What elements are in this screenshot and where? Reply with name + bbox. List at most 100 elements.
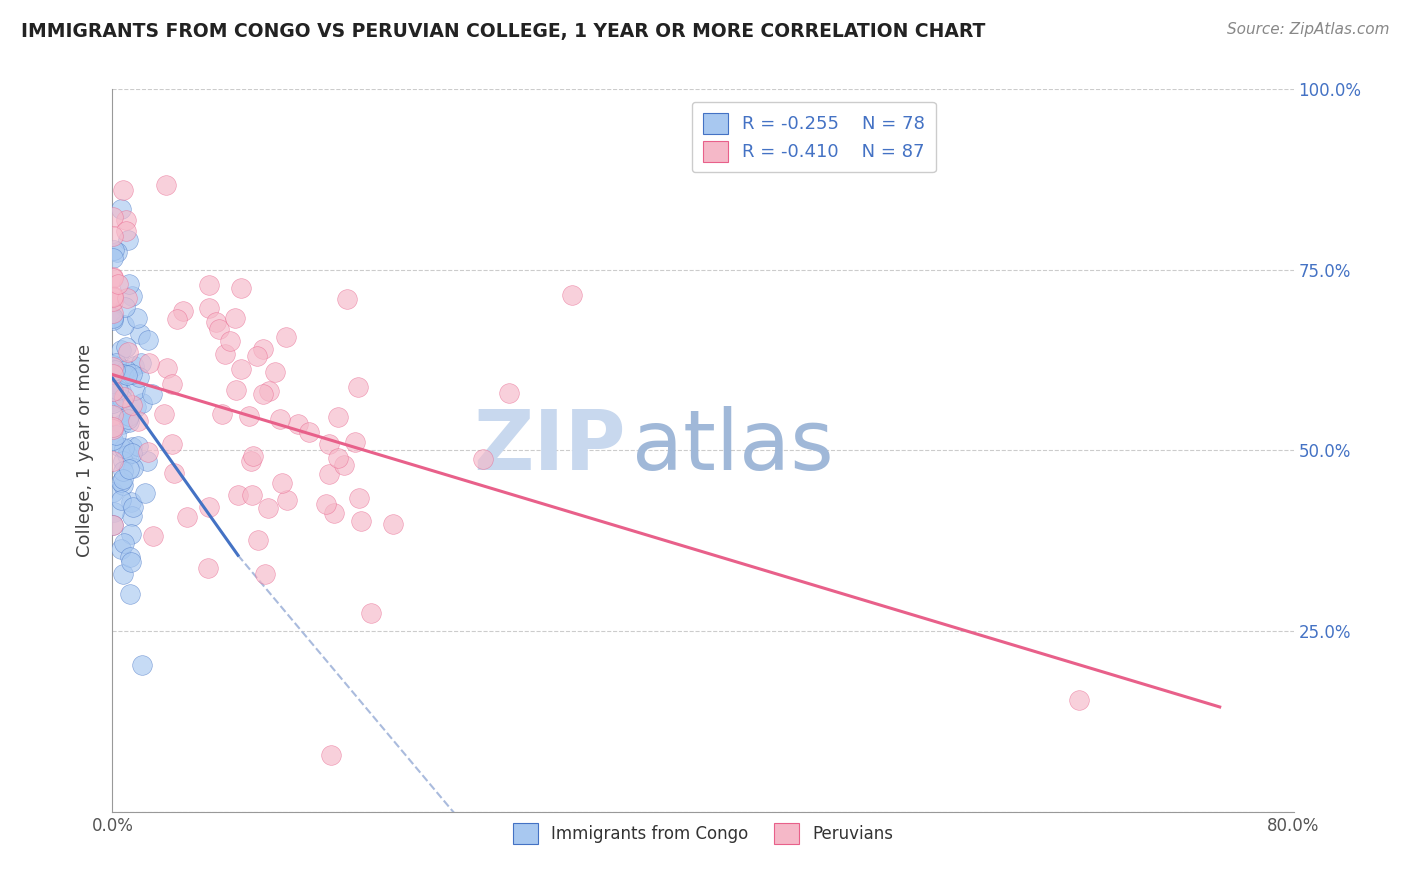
Point (138, 356, 160, 370)
Text: IMMIGRANTS FROM CONGO VS PERUVIAN COLLEGE, 1 YEAR OR MORE CORRELATION CHART: IMMIGRANTS FROM CONGO VS PERUVIAN COLLEG… (21, 22, 986, 41)
Point (134, 485, 156, 500)
Point (103, 518, 125, 533)
Point (110, 392, 132, 407)
Point (120, 527, 142, 541)
Point (110, 404, 132, 418)
Point (103, 289, 125, 303)
Point (315, 497, 337, 511)
Point (166, 312, 188, 326)
Point (120, 556, 142, 570)
Point (131, 396, 153, 410)
Point (103, 229, 125, 244)
Point (129, 356, 152, 370)
Point (231, 281, 253, 295)
Point (103, 360, 125, 375)
Point (103, 269, 125, 284)
Point (472, 452, 495, 467)
Point (103, 454, 125, 468)
Point (112, 390, 135, 404)
Point (103, 313, 125, 327)
Point (118, 415, 141, 429)
Point (136, 445, 159, 459)
Point (103, 310, 125, 324)
Point (252, 387, 274, 401)
Point (142, 529, 165, 543)
Point (111, 464, 134, 478)
Point (111, 367, 134, 381)
Point (127, 310, 149, 325)
Point (112, 477, 135, 491)
Point (242, 488, 264, 502)
Point (498, 385, 520, 400)
Point (107, 383, 129, 397)
Point (117, 233, 139, 247)
Point (108, 360, 131, 375)
Point (103, 271, 125, 285)
Point (214, 347, 236, 361)
Point (117, 291, 139, 305)
Point (103, 384, 125, 398)
Point (112, 536, 135, 550)
Point (205, 315, 228, 329)
Point (103, 394, 125, 409)
Point (104, 363, 127, 377)
Point (136, 334, 159, 348)
Point (225, 384, 247, 398)
Point (118, 409, 141, 424)
Point (111, 472, 134, 486)
Point (332, 458, 354, 473)
Point (103, 384, 125, 398)
Point (103, 293, 125, 308)
Point (103, 358, 125, 372)
Point (121, 367, 143, 381)
Point (269, 412, 291, 426)
Point (117, 368, 139, 382)
Point (136, 453, 159, 467)
Point (176, 510, 198, 524)
Point (323, 506, 346, 520)
Point (105, 244, 128, 259)
Point (103, 518, 125, 533)
Point (112, 318, 135, 333)
Point (103, 420, 125, 434)
Point (163, 466, 186, 480)
Point (103, 372, 125, 386)
Point (118, 277, 141, 292)
Point (246, 350, 269, 364)
Point (238, 409, 260, 423)
Point (121, 398, 143, 412)
Point (128, 327, 150, 342)
Point (211, 408, 233, 422)
Point (274, 330, 297, 344)
Point (128, 369, 150, 384)
Point (561, 288, 583, 302)
Point (160, 377, 183, 392)
Point (117, 344, 139, 359)
Point (198, 278, 221, 293)
Point (257, 384, 280, 399)
Point (197, 301, 219, 315)
Point (103, 433, 125, 447)
Point (103, 210, 125, 224)
Point (287, 417, 309, 431)
Point (103, 484, 125, 499)
Point (110, 202, 132, 216)
Point (110, 343, 132, 357)
Point (152, 407, 174, 421)
Point (110, 493, 132, 508)
Point (254, 567, 277, 582)
Point (121, 446, 143, 460)
Point (111, 453, 134, 467)
Point (224, 310, 246, 325)
Point (114, 224, 136, 238)
Point (110, 384, 132, 398)
Point (240, 454, 263, 468)
Point (336, 292, 359, 306)
Point (115, 363, 138, 377)
Point (208, 322, 231, 336)
Point (242, 449, 264, 463)
Point (103, 244, 125, 258)
Point (103, 251, 125, 265)
Text: Source: ZipAtlas.com: Source: ZipAtlas.com (1226, 22, 1389, 37)
Point (198, 500, 221, 514)
